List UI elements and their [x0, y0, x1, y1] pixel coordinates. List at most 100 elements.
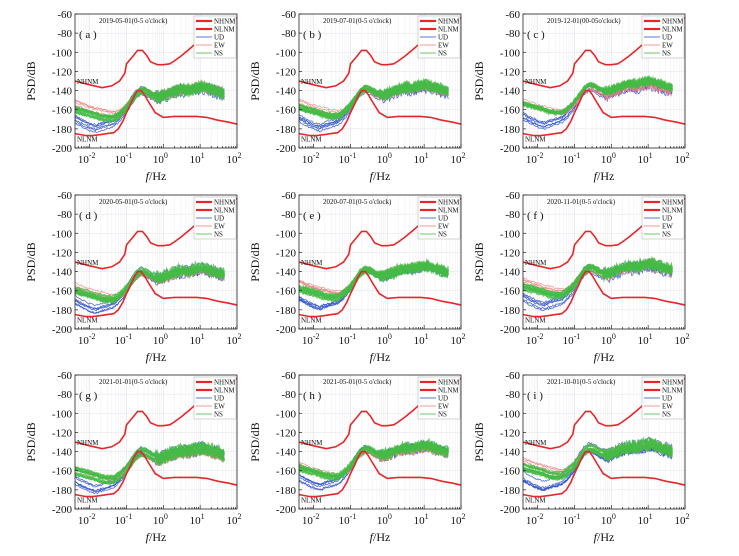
trace-ns	[523, 257, 673, 295]
y-tick-label: -120	[52, 66, 73, 78]
trace-ns	[299, 257, 449, 296]
x-tick-label: 10-2	[526, 332, 544, 347]
y-tick-label: -160	[276, 105, 297, 117]
curve-nlnm	[523, 450, 685, 498]
trace-ns	[299, 82, 449, 120]
x-tick-label: 100	[601, 332, 616, 347]
panel-letter: ( f )	[527, 210, 544, 222]
x-tick-label: 10-1	[563, 332, 581, 347]
y-tick-label: -100	[276, 228, 297, 240]
x-tick-label: 10-2	[302, 151, 320, 166]
trace-ns	[75, 260, 225, 298]
y-tick-label: -140	[276, 267, 297, 279]
y-axis-label: PSD/dB	[248, 61, 262, 100]
y-tick-label: -180	[276, 124, 297, 136]
y-tick-label: -80	[281, 28, 296, 40]
y-tick-label: -100	[52, 228, 73, 240]
panel-title: 2021-10-01(0-5 o'clock)	[547, 378, 616, 386]
x-axis-label: f/Hz	[146, 530, 167, 544]
trace-ns	[75, 85, 225, 123]
x-tick-label: 10-1	[339, 512, 357, 527]
plot-area	[299, 198, 461, 318]
y-tick-label: -160	[500, 286, 521, 298]
y-tick-label: -80	[505, 209, 520, 221]
trace-ud	[523, 265, 673, 312]
y-tick-label: -160	[52, 105, 73, 117]
x-tick-label: 10-2	[78, 512, 96, 527]
nhnm-annotation: NHNM	[77, 78, 99, 86]
trace-ns	[75, 83, 225, 120]
curve-nlnm	[299, 450, 461, 498]
nlnm-annotation: NLNM	[77, 316, 98, 324]
y-tick-label: -200	[276, 504, 297, 516]
plot-area	[523, 17, 685, 137]
y-tick-label: -140	[52, 267, 73, 279]
y-tick-label: -140	[276, 86, 297, 98]
y-tick-label: -60	[281, 370, 296, 382]
y-tick-label: -60	[57, 370, 72, 382]
x-tick-label: 102	[227, 512, 242, 527]
y-tick-label: -120	[500, 66, 521, 78]
y-axis-label: PSD/dB	[248, 422, 262, 461]
curve-nlnm	[523, 89, 685, 137]
panel-letter: ( b )	[303, 29, 322, 41]
y-tick-label: -80	[505, 28, 520, 40]
y-tick-label: -80	[57, 389, 72, 401]
legend-label: NHNM	[214, 18, 236, 26]
x-tick-label: 10-1	[339, 332, 357, 347]
y-tick-label: -140	[52, 86, 73, 98]
y-tick-label: -200	[52, 324, 73, 336]
panel-title: 2020-05-01(0-5 o'clock)	[99, 198, 168, 206]
panel-letter: ( c )	[527, 29, 545, 41]
x-tick-label: 100	[153, 332, 168, 347]
x-tick-label: 101	[190, 332, 205, 347]
plot-frame	[298, 194, 462, 330]
panel-b: -200 -180 -160 -140 -120 -100 -80 -60 10-2 10-1 10…	[248, 9, 466, 183]
x-tick-label: 101	[638, 151, 653, 166]
x-axis-label: f/Hz	[370, 169, 391, 183]
plot-area	[75, 17, 237, 137]
legend-label: UD	[214, 34, 224, 42]
nhnm-annotation: NHNM	[525, 259, 547, 267]
y-tick-label: -120	[276, 66, 297, 78]
x-tick-label: 102	[227, 332, 242, 347]
y-tick-label: -160	[52, 286, 73, 298]
panel-title: 2020-11-01(0-5 o'clock)	[547, 198, 616, 206]
x-tick-label: 10-1	[563, 151, 581, 166]
panel-letter: ( h )	[303, 390, 322, 402]
nhnm-annotation: NHNM	[525, 78, 547, 86]
legend-label: UD	[662, 34, 672, 42]
x-tick-label: 102	[451, 151, 466, 166]
y-tick-label: -180	[500, 485, 521, 497]
y-tick-label: -180	[500, 124, 521, 136]
legend-label: NHNM	[438, 379, 460, 387]
nlnm-annotation: NLNM	[301, 135, 322, 143]
trace-ns	[299, 262, 449, 300]
legend-label: NS	[438, 50, 447, 58]
y-axis-label: PSD/dB	[248, 242, 262, 281]
y-tick-label: -160	[276, 466, 297, 478]
y-tick-label: -120	[500, 247, 521, 259]
legend-label: NS	[214, 231, 223, 239]
x-tick-label: 100	[601, 512, 616, 527]
plot-area	[299, 17, 461, 137]
y-tick-label: -200	[276, 143, 297, 155]
x-tick-label: 10-2	[302, 512, 320, 527]
y-tick-label: -100	[276, 408, 297, 420]
x-tick-label: 10-2	[78, 151, 96, 166]
x-tick-label: 101	[190, 151, 205, 166]
panel-e: -200 -180 -160 -140 -120 -100 -80 -60 10-2 10-1 10…	[248, 190, 466, 364]
y-tick-label: -80	[281, 209, 296, 221]
nlnm-annotation: NLNM	[301, 316, 322, 324]
y-tick-label: -180	[500, 305, 521, 317]
panel-h: -200 -180 -160 -140 -120 -100 -80 -60 10-2 10-1 10…	[248, 370, 466, 544]
x-axis-label: f/Hz	[594, 169, 615, 183]
plot-area	[523, 378, 685, 498]
y-tick-label: -200	[500, 504, 521, 516]
y-tick-label: -100	[276, 47, 297, 59]
y-tick-label: -120	[52, 427, 73, 439]
curve-nlnm	[75, 450, 237, 498]
